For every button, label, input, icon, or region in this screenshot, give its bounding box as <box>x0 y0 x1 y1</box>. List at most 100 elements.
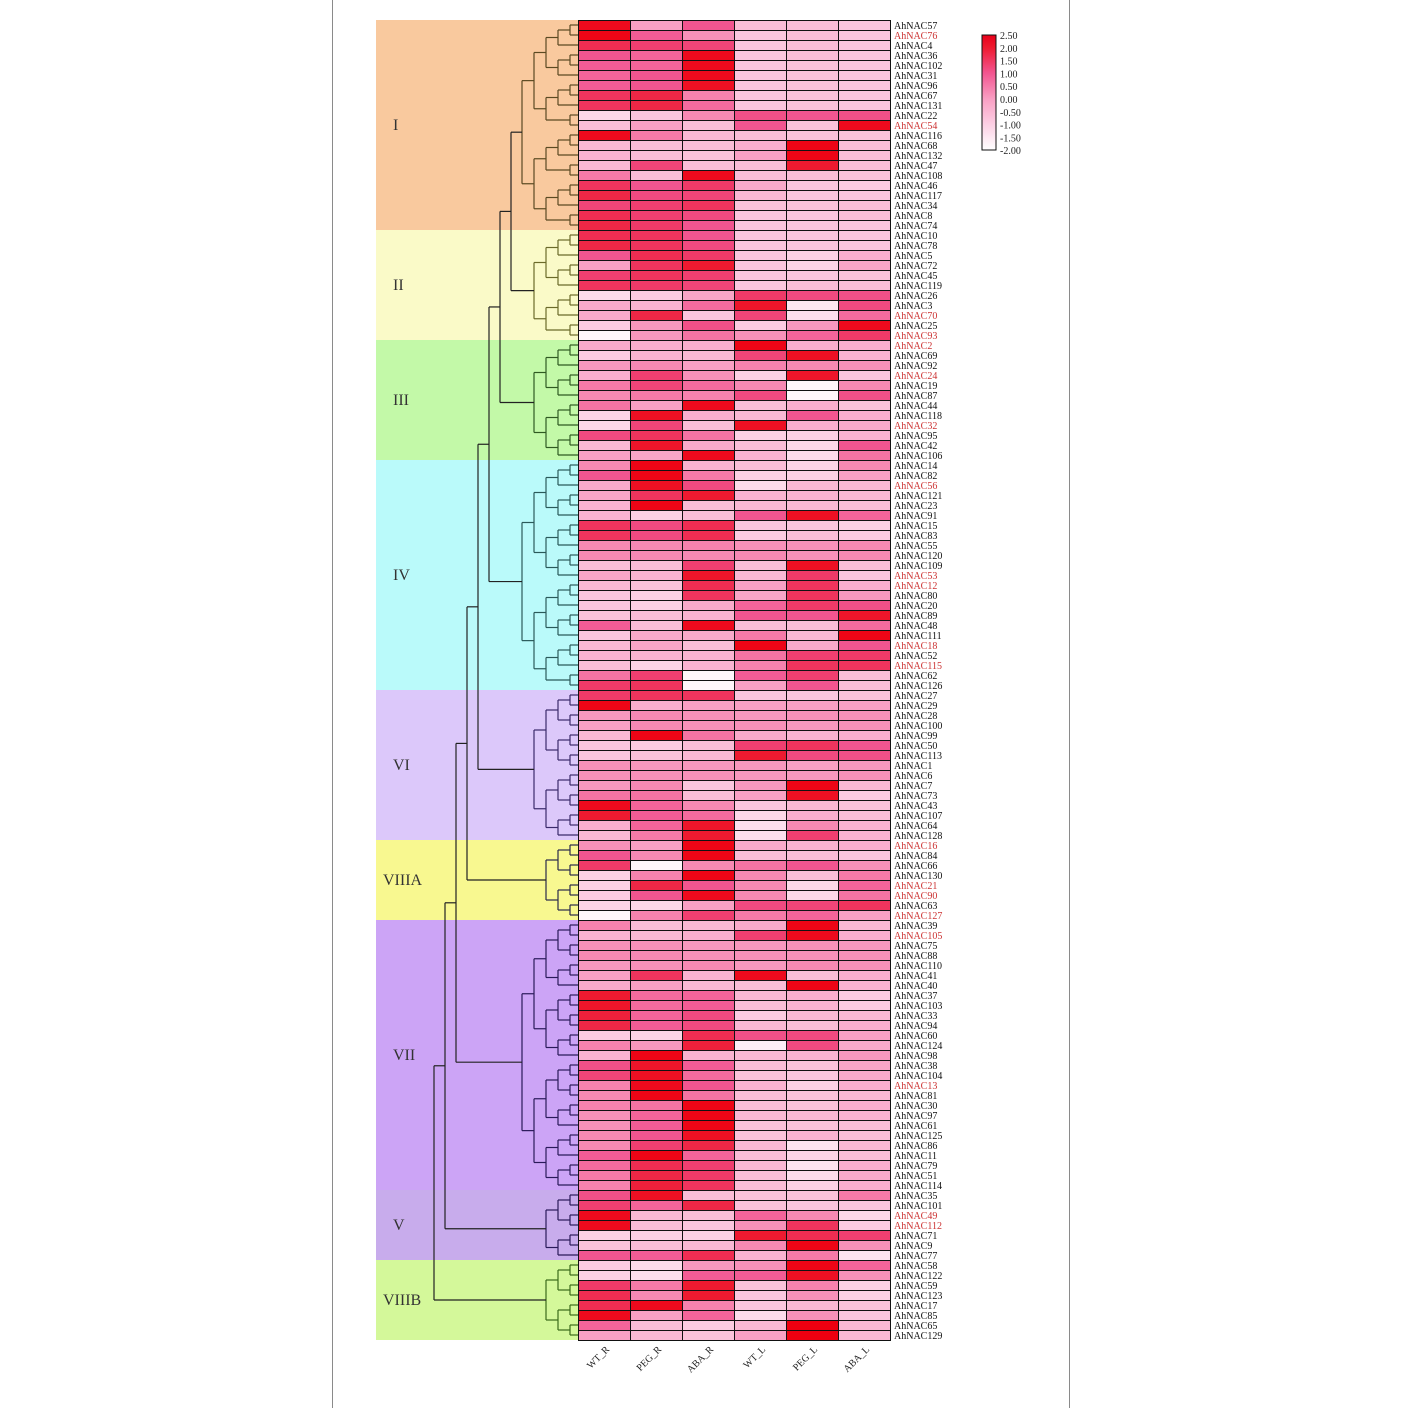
heatmap-cell <box>838 840 891 851</box>
heatmap-cell <box>578 420 631 431</box>
heatmap-cell <box>682 60 735 71</box>
heatmap-cell <box>734 160 787 171</box>
heatmap-cell <box>734 1030 787 1041</box>
gene-label: AhNAC4 <box>894 41 932 52</box>
heatmap-cell <box>838 1060 891 1071</box>
heatmap-cell <box>734 560 787 571</box>
heatmap-cell <box>578 850 631 861</box>
heatmap-cell <box>630 1290 683 1301</box>
heatmap-cell <box>630 1230 683 1241</box>
heatmap-cell <box>682 360 735 371</box>
heatmap-cell <box>630 320 683 331</box>
heatmap-cell <box>734 690 787 701</box>
heatmap-cell <box>630 920 683 931</box>
heatmap-cell <box>734 100 787 111</box>
heatmap-cell <box>578 760 631 771</box>
clade-label: I <box>393 117 398 134</box>
gene-label: AhNAC5 <box>894 251 932 262</box>
heatmap-cell <box>734 1180 787 1191</box>
heatmap-cell <box>838 360 891 371</box>
heatmap-cell <box>630 260 683 271</box>
heatmap-cell <box>578 520 631 531</box>
heatmap-cell <box>682 910 735 921</box>
clade-label: IV <box>393 567 410 584</box>
gene-label: AhNAC31 <box>894 71 937 82</box>
gene-label: AhNAC34 <box>894 201 937 212</box>
gene-label: AhNAC55 <box>894 541 937 552</box>
gene-label: AhNAC28 <box>894 711 937 722</box>
heatmap-cell <box>838 1090 891 1101</box>
heatmap-cell <box>786 770 839 781</box>
heatmap-cell <box>786 510 839 521</box>
heatmap-cell <box>578 690 631 701</box>
heatmap-cell <box>734 250 787 261</box>
heatmap-cell <box>578 180 631 191</box>
gene-label: AhNAC18 <box>894 641 937 652</box>
heatmap-cell <box>734 40 787 51</box>
heatmap-cell <box>786 990 839 1001</box>
gene-label: AhNAC46 <box>894 181 937 192</box>
heatmap-cell <box>838 1280 891 1291</box>
heatmap-cell <box>838 1300 891 1311</box>
heatmap-cell <box>682 800 735 811</box>
heatmap-cell <box>838 980 891 991</box>
gene-label: AhNAC124 <box>894 1041 942 1052</box>
heatmap-cell <box>734 340 787 351</box>
heatmap-cell <box>578 220 631 231</box>
heatmap-cell <box>786 1280 839 1291</box>
heatmap-cell <box>682 930 735 941</box>
heatmap-cell <box>630 970 683 981</box>
heatmap-cell <box>734 240 787 251</box>
heatmap-cell <box>682 410 735 421</box>
heatmap-cell <box>734 1010 787 1021</box>
heatmap-cell <box>630 1060 683 1071</box>
heatmap-cell <box>578 380 631 391</box>
heatmap-cell <box>578 370 631 381</box>
heatmap-cell <box>578 860 631 871</box>
heatmap-cell <box>578 1330 631 1341</box>
heatmap-cell <box>630 1010 683 1021</box>
heatmap-cell <box>838 270 891 281</box>
heatmap-cell <box>578 390 631 401</box>
heatmap-cell <box>786 1140 839 1151</box>
heatmap-cell <box>682 530 735 541</box>
heatmap-cell <box>734 900 787 911</box>
heatmap-cell <box>578 90 631 101</box>
heatmap-cell <box>734 580 787 591</box>
heatmap-cell <box>838 340 891 351</box>
heatmap-cell <box>786 740 839 751</box>
heatmap-cell <box>578 810 631 821</box>
heatmap-cell <box>734 510 787 521</box>
heatmap-cell <box>578 350 631 361</box>
gene-label: AhNAC80 <box>894 591 937 602</box>
heatmap-cell <box>630 1020 683 1031</box>
heatmap-cell <box>682 1030 735 1041</box>
heatmap-cell <box>734 490 787 501</box>
heatmap-cell <box>734 1070 787 1081</box>
heatmap-cell <box>682 1170 735 1181</box>
heatmap-cell <box>734 1280 787 1291</box>
gene-label: AhNAC76 <box>894 31 937 42</box>
heatmap-cell <box>786 660 839 671</box>
heatmap-cell <box>682 960 735 971</box>
gene-label: AhNAC47 <box>894 161 937 172</box>
heatmap-cell <box>682 460 735 471</box>
heatmap-cell <box>786 710 839 721</box>
heatmap-cell <box>786 820 839 831</box>
gene-label: AhNAC92 <box>894 361 937 372</box>
heatmap-cell <box>786 650 839 661</box>
heatmap-cell <box>838 630 891 641</box>
heatmap-cell <box>578 990 631 1001</box>
heatmap-cell <box>682 1010 735 1021</box>
heatmap-cell <box>734 50 787 61</box>
heatmap-cell <box>630 690 683 701</box>
heatmap-cell <box>786 1030 839 1041</box>
heatmap-cell <box>682 100 735 111</box>
gene-label: AhNAC6 <box>894 771 932 782</box>
heatmap-cell <box>838 1210 891 1221</box>
heatmap-cell <box>838 290 891 301</box>
gene-label: AhNAC122 <box>894 1271 942 1282</box>
heatmap-cell <box>630 680 683 691</box>
heatmap-cell <box>682 1330 735 1341</box>
heatmap-cell <box>838 530 891 541</box>
